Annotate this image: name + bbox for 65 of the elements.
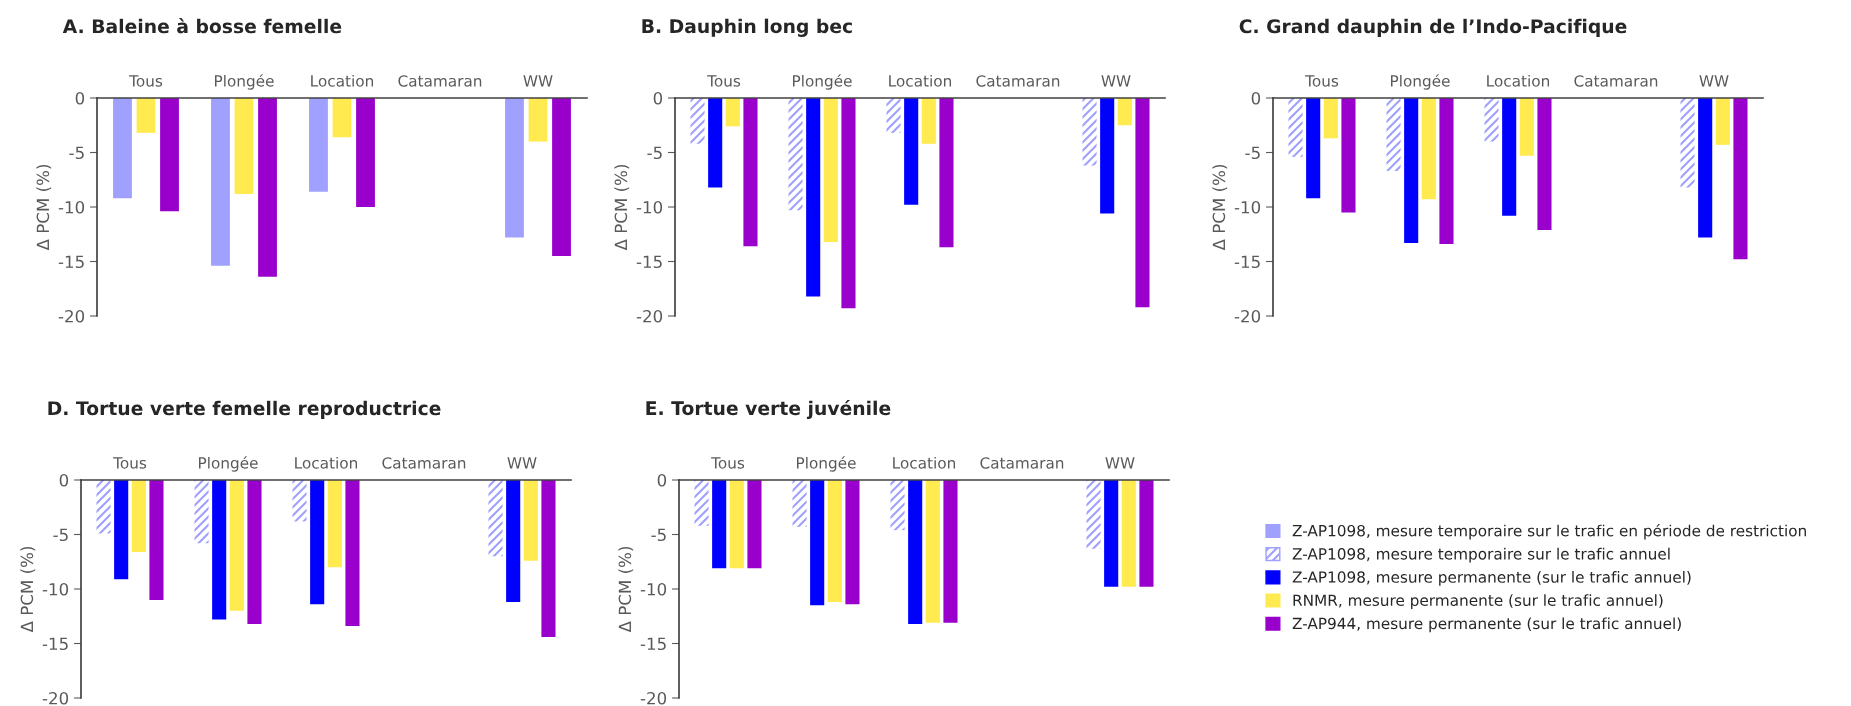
x-tick-label: Tous bbox=[707, 75, 741, 87]
y-tick-label: -5 bbox=[1245, 146, 1260, 160]
y-tick-label: -15 bbox=[42, 637, 68, 651]
x-tick-label: Tous bbox=[1305, 75, 1339, 87]
y-tick-label: 0 bbox=[657, 473, 667, 487]
x-tick-label: WW bbox=[1699, 75, 1729, 87]
y-axis-title: Δ PCM (%) bbox=[614, 164, 630, 251]
y-tick-label: 0 bbox=[75, 91, 85, 105]
chart-title: B. Dauphin long bec bbox=[642, 18, 852, 37]
y-tick-label: -10 bbox=[640, 582, 667, 596]
x-tick-label: Location bbox=[311, 74, 374, 87]
y-axis-title: Δ PCM (%) bbox=[1212, 164, 1228, 251]
y-tick-label: -10 bbox=[1234, 200, 1261, 214]
y-tick-label: -10 bbox=[636, 200, 663, 214]
y-tick-label: -20 bbox=[42, 691, 69, 705]
legend-label: Z-AP1098, mesure permanente (sur le trafic annuel) bbox=[1292, 571, 1691, 586]
legend-label: Z-AP944, mesure permanente (sur le trafic annuel) bbox=[1292, 617, 1681, 633]
y-tick-label: 0 bbox=[59, 473, 69, 487]
x-tick-label: Plongée bbox=[215, 74, 274, 90]
x-tick-label: WW bbox=[507, 457, 537, 469]
y-tick-label: -5 bbox=[647, 146, 662, 160]
legend-label: RNMR, mesure permanente (sur le trafic annuel) bbox=[1293, 594, 1663, 609]
x-tick-label: Catamaran bbox=[398, 75, 482, 87]
y-tick-label: -20 bbox=[1234, 309, 1261, 323]
x-tick-label: Location bbox=[893, 456, 956, 469]
y-tick-label: -15 bbox=[58, 255, 84, 269]
x-tick-label: Catamaran bbox=[976, 75, 1060, 87]
x-tick-label: Tous bbox=[129, 75, 163, 87]
chart-title: D. Tortue verte femelle reproductrice bbox=[48, 400, 441, 419]
x-tick-label: Plongée bbox=[797, 456, 856, 472]
y-axis-title: Δ PCM (%) bbox=[36, 164, 52, 251]
y-tick-label: -15 bbox=[636, 255, 662, 269]
x-tick-label: Location bbox=[889, 74, 952, 87]
chart-title: E. Tortue verte juvénile bbox=[646, 399, 891, 419]
x-tick-label: Location bbox=[1487, 74, 1550, 87]
x-tick-label: Plongée bbox=[199, 456, 258, 472]
y-tick-label: -10 bbox=[42, 582, 69, 596]
y-tick-label: 0 bbox=[653, 91, 663, 105]
x-tick-label: Location bbox=[295, 456, 358, 469]
chart-title: A. Baleine à bosse femelle bbox=[62, 18, 342, 34]
legend-label: Z-AP1098, mesure temporaire sur le trafic annuel bbox=[1292, 547, 1670, 563]
x-tick-label: WW bbox=[1105, 457, 1135, 469]
x-tick-label: Tous bbox=[113, 457, 147, 469]
x-tick-label: Tous bbox=[711, 457, 745, 469]
y-tick-label: -15 bbox=[640, 637, 666, 651]
legend-label: Z-AP1098, mesure temporaire sur le trafic en période de restriction bbox=[1292, 524, 1806, 540]
y-axis-title: Δ PCM (%) bbox=[20, 546, 36, 633]
chart-title: C. Grand dauphin de l’Indo-Pacifique bbox=[1239, 18, 1627, 37]
y-axis-title: Δ PCM (%) bbox=[618, 546, 634, 633]
y-tick-label: -20 bbox=[640, 691, 667, 705]
y-tick-label: -5 bbox=[69, 146, 84, 160]
y-tick-label: -10 bbox=[58, 200, 85, 214]
x-tick-label: Plongée bbox=[1391, 74, 1450, 90]
x-tick-label: Catamaran bbox=[382, 457, 466, 469]
x-tick-label: WW bbox=[1101, 75, 1131, 87]
y-tick-label: -15 bbox=[1234, 255, 1260, 269]
y-tick-label: -5 bbox=[53, 528, 68, 542]
y-tick-label: -20 bbox=[636, 309, 663, 323]
x-tick-label: Catamaran bbox=[1574, 75, 1658, 87]
x-tick-label: Plongée bbox=[793, 74, 852, 90]
x-tick-label: Catamaran bbox=[980, 457, 1064, 469]
y-tick-label: -5 bbox=[651, 528, 666, 542]
x-tick-label: WW bbox=[523, 75, 553, 87]
y-tick-label: 0 bbox=[1251, 91, 1261, 105]
y-tick-label: -20 bbox=[58, 309, 85, 323]
